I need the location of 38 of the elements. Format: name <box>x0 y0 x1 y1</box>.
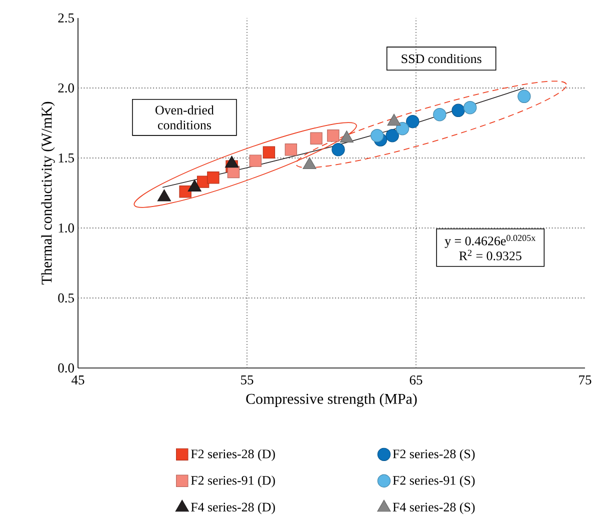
x-axis-title: Compressive strength (MPa) <box>246 393 417 407</box>
point <box>518 90 531 103</box>
point <box>433 108 446 122</box>
point <box>249 154 262 167</box>
legend-label: F4 series-28 (D) <box>191 502 275 514</box>
legend-label: F2 series-91 (S) <box>392 476 475 488</box>
legend-label: F4 series-28 (S) <box>392 502 475 514</box>
y-tick-label: 1.0 <box>58 223 74 233</box>
annotation: R$^{2}$ = 0.9325 <box>459 250 522 260</box>
x-tick-label: 75 <box>579 376 592 384</box>
point <box>262 146 276 158</box>
point <box>284 143 298 156</box>
x-tick-label: 65 <box>410 376 422 385</box>
y-tick-label: 1.5 <box>58 153 74 163</box>
legend-label: F2 series-28 (S) <box>392 449 475 461</box>
annotation: y = 0.4626e$^{0.0205x}$ <box>444 234 536 248</box>
point <box>463 100 477 114</box>
point <box>207 171 220 184</box>
point <box>406 114 420 128</box>
annotation: Oven-dried conditions <box>156 105 214 130</box>
y-tick-label: 0.5 <box>58 293 74 303</box>
point <box>310 132 322 144</box>
legend-label: F2 series-28 (D) <box>191 449 275 461</box>
y-tick-label: 0.0 <box>58 363 74 373</box>
annotation: SSD conditions <box>402 54 482 64</box>
x-tick-label: 55 <box>241 376 254 384</box>
point <box>370 128 384 142</box>
point <box>386 128 399 142</box>
y-axis-title: Thermal conductivity (W/mK) <box>41 102 55 284</box>
y-tick-label: 2.0 <box>58 83 74 93</box>
point <box>332 142 345 156</box>
point <box>179 185 192 198</box>
point <box>327 129 340 142</box>
point <box>396 122 410 136</box>
point <box>452 104 465 117</box>
y-tick-label: 2.5 <box>58 13 74 23</box>
x-tick-label: 45 <box>72 376 84 384</box>
legend-label: F2 series-91 (D) <box>191 476 275 488</box>
